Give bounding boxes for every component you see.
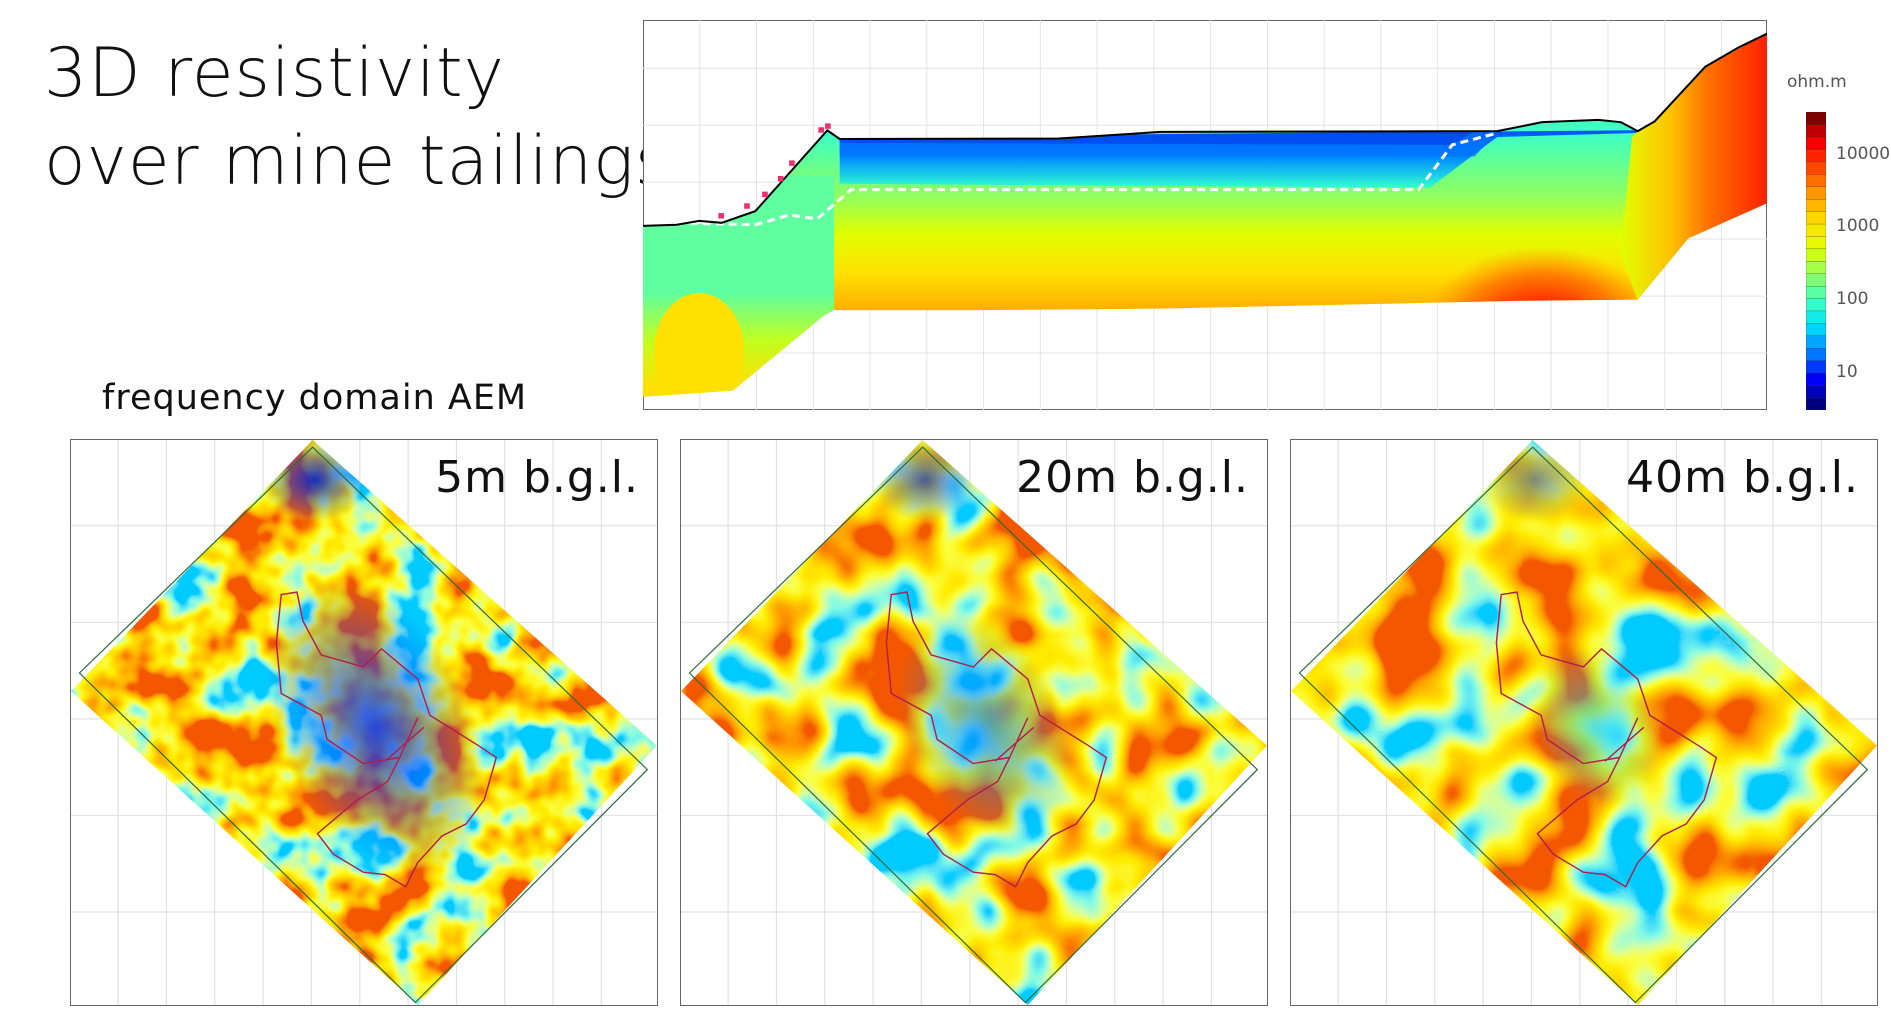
slide-title: 3D resistivity over mine tailings xyxy=(44,30,671,206)
colorbar-step xyxy=(1806,136,1826,150)
colorbar-step xyxy=(1806,385,1826,399)
colorbar-step xyxy=(1806,236,1826,250)
colorbar-tick-100: 100 xyxy=(1836,289,1869,309)
depth-label: 5m b.g.l. xyxy=(435,452,639,503)
colorbar-step xyxy=(1806,397,1826,410)
colorbar-step xyxy=(1806,310,1826,324)
resistivity-map xyxy=(71,440,657,1005)
borehole-markers xyxy=(718,123,831,219)
survey-outline xyxy=(688,446,1259,1004)
tailings-base-line xyxy=(677,133,1498,225)
resistivity-section xyxy=(643,20,1767,410)
colorbar-step xyxy=(1806,260,1826,274)
colorbar-step xyxy=(1806,173,1826,187)
survey-outline xyxy=(1298,446,1869,1004)
colorbar-step xyxy=(1806,360,1826,374)
survey-outline xyxy=(78,446,649,1004)
depth-label: 40m b.g.l. xyxy=(1626,452,1859,503)
colorbar-step xyxy=(1806,186,1826,200)
colorbar-step xyxy=(1806,372,1826,386)
depth-slice-20m: 20m b.g.l. xyxy=(680,439,1268,1006)
tailings-contour xyxy=(885,591,1108,888)
colorbar-step xyxy=(1806,335,1826,349)
depth-slice-40m: 40m b.g.l. xyxy=(1290,439,1878,1006)
colorbar-step xyxy=(1806,273,1826,287)
depth-slice-5m: 5m b.g.l. xyxy=(70,439,658,1006)
tailings-contour xyxy=(275,591,498,888)
colorbar-step xyxy=(1806,198,1826,212)
colorbar-step xyxy=(1806,124,1826,138)
colorbar-step xyxy=(1806,322,1826,336)
ground-surface-line xyxy=(643,34,1767,226)
colorbar-step xyxy=(1806,298,1826,312)
colorbar-step xyxy=(1806,161,1826,175)
resistivity-map xyxy=(681,440,1267,1005)
colorbar-step xyxy=(1806,347,1826,361)
colorbar-step xyxy=(1806,223,1826,237)
colorbar-tick-10: 10 xyxy=(1836,362,1858,382)
colorbar-unit: ohm.m xyxy=(1787,72,1847,92)
colorbar xyxy=(1806,112,1826,410)
depth-label: 20m b.g.l. xyxy=(1016,452,1249,503)
colorbar-tick-10000: 10000 xyxy=(1836,144,1891,164)
colorbar-step xyxy=(1806,149,1826,163)
colorbar-step xyxy=(1806,285,1826,299)
colorbar-step xyxy=(1806,211,1826,225)
colorbar-step xyxy=(1806,248,1826,262)
colorbar-step xyxy=(1806,112,1826,125)
resistivity-map xyxy=(1291,440,1877,1005)
colorbar-tick-1000: 1000 xyxy=(1836,216,1880,236)
subtitle: frequency domain AEM xyxy=(102,378,528,418)
tailings-contour xyxy=(1495,591,1718,888)
title-line-2: over mine tailings xyxy=(44,122,672,201)
title-line-1: 3D resistivity xyxy=(44,34,505,113)
